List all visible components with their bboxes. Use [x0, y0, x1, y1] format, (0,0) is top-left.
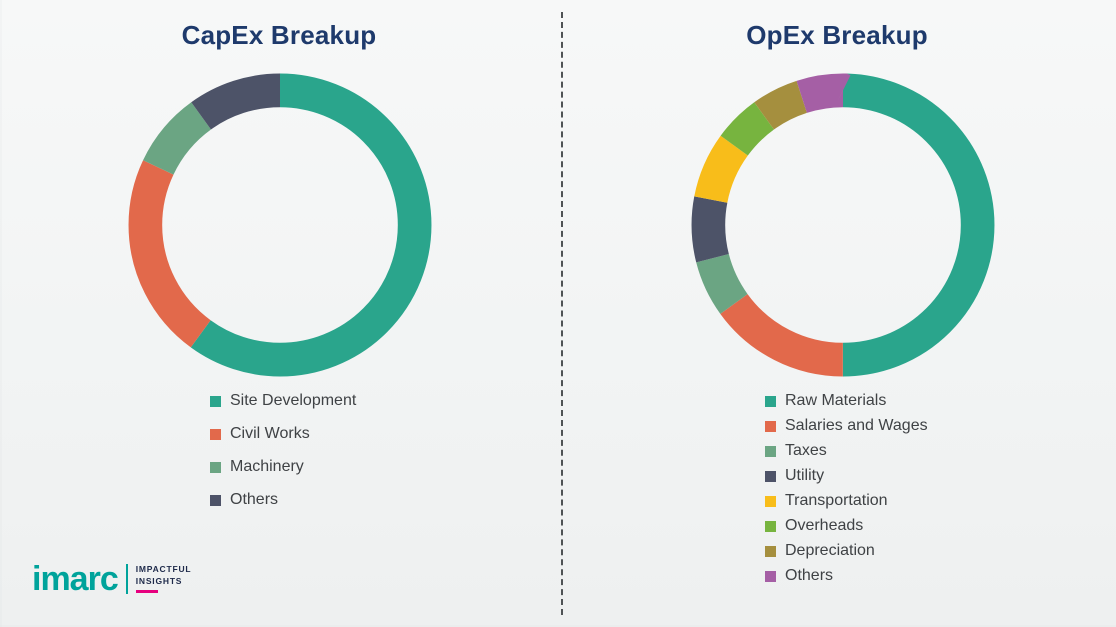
- legend-item: Raw Materials: [765, 392, 928, 410]
- legend-label: Civil Works: [230, 425, 310, 442]
- imarc-logo-separator: [125, 564, 128, 594]
- legend-item: Civil Works: [210, 425, 356, 443]
- capex-legend: Site Development Civil Works Machinery Othe…: [210, 392, 356, 509]
- legend-item: Site Development: [210, 392, 356, 410]
- legend-swatch: [765, 570, 776, 582]
- legend-swatch: [210, 461, 221, 473]
- imarc-logo-tagline: IMPACTFUL INSIGHTS: [135, 564, 192, 593]
- legend-label: Utility: [785, 467, 825, 484]
- legend-label: Machinery: [230, 458, 304, 475]
- donut-segment: [128, 73, 432, 377]
- legend-swatch: [765, 520, 776, 532]
- imarc-logo-wordmark: imarc: [32, 560, 119, 598]
- legend-label: Others: [785, 567, 834, 584]
- imarc-logo: imarc IMPACTFUL INSIGHTS: [32, 562, 191, 596]
- legend-label: Overheads: [785, 517, 864, 534]
- imarc-logo-accent: [135, 589, 158, 593]
- legend-item: Salaries and Wages: [765, 417, 928, 435]
- legend-swatch: [210, 428, 221, 440]
- opex-donut-chart: [690, 72, 996, 378]
- legend-item: Overheads: [765, 517, 928, 535]
- legend-label: Taxes: [785, 442, 827, 459]
- legend-item: Taxes: [765, 442, 928, 460]
- donut-chart-svg: [691, 73, 995, 377]
- imarc-tagline-line1: IMPACTFUL: [135, 564, 192, 575]
- legend-swatch: [765, 395, 776, 407]
- capex-chart-title: CapEx Breakup: [181, 20, 377, 50]
- legend-swatch: [765, 545, 776, 557]
- capex-section: CapEx Breakup Site Development Civil Work…: [127, 20, 433, 509]
- legend-item: Depreciation: [765, 542, 928, 560]
- legend-item: Others: [765, 567, 928, 585]
- legend-swatch: [765, 445, 776, 457]
- legend-item: Utility: [765, 467, 928, 485]
- legend-item: Others: [210, 491, 356, 509]
- donut-segment: [691, 73, 995, 377]
- legend-label: Raw Materials: [785, 392, 887, 409]
- legend-swatch: [765, 470, 776, 482]
- legend-item: Machinery: [210, 458, 356, 476]
- legend-label: Salaries and Wages: [785, 417, 928, 434]
- opex-legend: Raw Materials Salaries and Wages Taxes Util…: [765, 392, 928, 585]
- legend-swatch: [765, 495, 776, 507]
- legend-swatch: [210, 494, 221, 506]
- legend-label: Transportation: [785, 492, 888, 509]
- opex-chart-title: OpEx Breakup: [746, 20, 928, 50]
- donut-segment: [128, 73, 432, 377]
- legend-swatch: [210, 395, 221, 407]
- opex-section: OpEx Breakup Raw Materials Salaries and W…: [558, 0, 1116, 627]
- legend-label: Others: [230, 491, 279, 508]
- legend-swatch: [765, 420, 776, 432]
- vertical-dashed-divider: [561, 12, 563, 615]
- legend-label: Depreciation: [785, 542, 875, 559]
- capex-donut-chart: [127, 72, 433, 378]
- donut-segment: [691, 73, 995, 377]
- legend-item: Transportation: [765, 492, 928, 510]
- legend-label: Site Development: [230, 392, 357, 409]
- donut-chart-svg: [128, 73, 432, 377]
- imarc-tagline-line2: INSIGHTS: [135, 575, 183, 586]
